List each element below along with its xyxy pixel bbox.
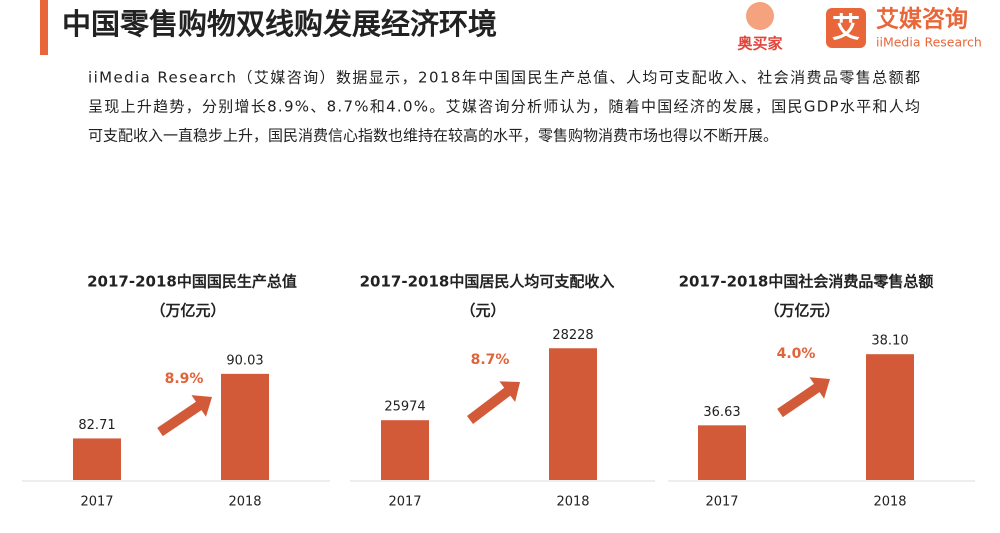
intro-line: iiMedia Research（艾媒咨询）数据显示，2018年中国国民生产总值… [88, 69, 920, 87]
x-tick-label: 2018 [873, 495, 906, 510]
bar [221, 373, 269, 480]
x-tick-label: 2018 [556, 495, 589, 510]
growth-label: 8.7% [471, 352, 510, 368]
value-label: 28228 [552, 328, 593, 343]
value-label: 25974 [384, 400, 425, 415]
bar [866, 354, 914, 480]
logo-shape [746, 2, 774, 30]
intro-line: 可支配收入一直稳步上升，国民消费信心指数也维持在较高的水平，零售购物消费市场也得… [88, 127, 778, 145]
chart-title: 2017-2018中国社会消费品零售总额 [679, 273, 934, 291]
growth-arrow [157, 395, 212, 437]
x-tick-label: 2018 [228, 495, 261, 510]
chart-title: 2017-2018中国居民人均可支配收入 [360, 273, 615, 291]
logo-text: iiMedia Research [876, 35, 982, 50]
bar [381, 420, 429, 480]
chart-title: 2017-2018中国国民生产总值 [87, 273, 297, 291]
accent-bar [40, 0, 48, 55]
logo-text: 奥买家 [737, 35, 782, 53]
page-title: 中国零售购物双线购发展经济环境 [62, 7, 497, 41]
logo-text: 艾媒咨询 [876, 6, 968, 33]
x-tick-label: 2017 [705, 495, 738, 510]
growth-label: 8.9% [165, 371, 204, 387]
chart-subtitle: （万亿元） [764, 302, 839, 320]
x-tick-label: 2017 [80, 495, 113, 510]
chart-subtitle: （万亿元） [150, 302, 225, 320]
growth-label: 4.0% [777, 346, 816, 362]
bar [549, 348, 597, 480]
x-tick-label: 2017 [388, 495, 421, 510]
bar [698, 425, 746, 480]
chart-subtitle: （元） [460, 302, 505, 320]
bar [73, 438, 121, 480]
growth-arrow [777, 377, 831, 418]
value-label: 82.71 [78, 418, 115, 433]
growth-arrow [466, 381, 521, 424]
value-label: 38.10 [871, 334, 908, 349]
logo-icon: 艾 [832, 11, 860, 44]
value-label: 90.03 [226, 353, 263, 368]
logo-box [826, 8, 866, 48]
intro-line: 呈现上升趋势，分别增长8.9%、8.7%和4.0%。艾媒咨询分析师认为，随着中国… [88, 98, 920, 116]
value-label: 36.63 [703, 405, 740, 420]
